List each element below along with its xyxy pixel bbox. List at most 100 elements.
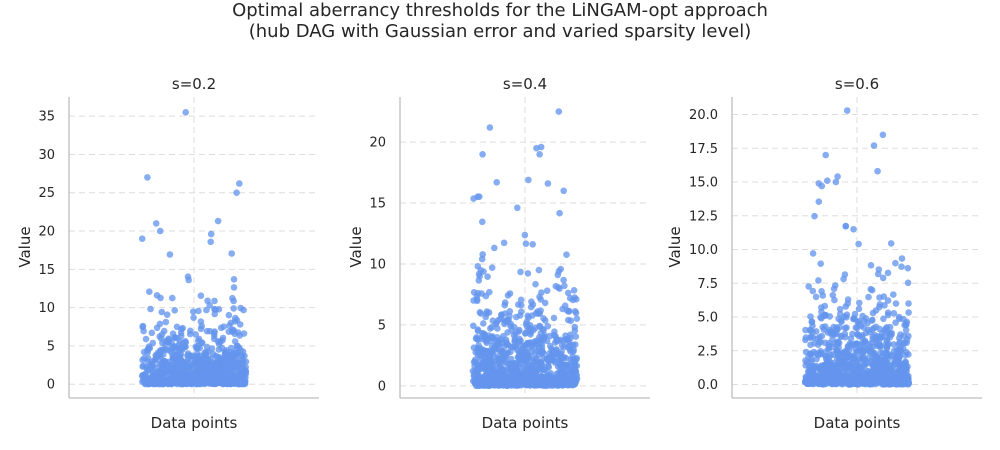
data-point [476, 348, 484, 355]
data-point [864, 379, 872, 386]
data-point [474, 289, 482, 297]
data-point [510, 331, 518, 339]
data-point [139, 356, 146, 364]
data-point [544, 372, 551, 380]
data-point [493, 179, 501, 186]
data-point [240, 330, 248, 337]
data-point [856, 333, 863, 340]
data-point [902, 358, 909, 366]
data-point [807, 313, 814, 320]
data-point [476, 309, 484, 316]
data-point [541, 299, 549, 307]
data-point [149, 339, 157, 347]
data-point [830, 285, 838, 293]
data-point [875, 266, 883, 273]
data-point [503, 377, 510, 385]
data-point [193, 376, 200, 384]
data-point [206, 302, 213, 309]
data-point [529, 241, 536, 248]
data-point [883, 343, 891, 351]
data-point [565, 307, 573, 315]
data-point [557, 379, 565, 387]
data-point [152, 220, 160, 227]
data-point [815, 277, 822, 284]
data-point [476, 372, 483, 380]
data-point [227, 370, 235, 378]
y-tick-label: 12.5 [689, 209, 718, 224]
data-point [896, 334, 903, 342]
data-point [486, 288, 493, 296]
data-point [232, 376, 240, 384]
data-point [821, 312, 829, 320]
data-point [833, 348, 840, 355]
y-tick-label: 5 [47, 339, 55, 354]
data-point [210, 329, 218, 337]
data-point [861, 356, 869, 364]
data-point [527, 327, 534, 335]
data-point [905, 381, 912, 388]
data-point [810, 365, 818, 373]
data-point [822, 348, 830, 355]
data-point [160, 357, 167, 365]
data-point [566, 381, 573, 389]
data-point [479, 151, 486, 158]
data-point [822, 151, 829, 159]
data-point [211, 310, 218, 318]
data-point [534, 381, 541, 389]
data-point [571, 323, 579, 331]
y-tick-label: 15 [369, 197, 386, 212]
data-point [181, 377, 188, 385]
data-point [884, 269, 892, 277]
data-point [538, 361, 545, 368]
data-point [495, 376, 503, 383]
data-point [880, 293, 888, 300]
data-point [476, 272, 484, 280]
data-point [822, 323, 829, 330]
data-point [533, 355, 540, 362]
data-point [538, 289, 545, 296]
data-point [888, 352, 895, 360]
data-point [841, 324, 849, 332]
y-axis-label: Value [347, 226, 365, 267]
y-tick-label: 20 [369, 136, 386, 151]
data-point [494, 353, 502, 360]
data-point [903, 339, 910, 347]
data-point [207, 230, 215, 238]
data-point [829, 291, 837, 299]
data-point [156, 227, 164, 235]
data-point [182, 109, 189, 116]
data-point [872, 307, 880, 314]
data-point [165, 378, 172, 386]
data-point [507, 348, 514, 356]
data-point [213, 359, 220, 366]
data-point [828, 331, 835, 338]
data-point [842, 222, 850, 230]
data-point [230, 284, 238, 291]
data-point [533, 340, 540, 348]
data-point [169, 294, 176, 302]
data-point [879, 274, 887, 282]
data-point [895, 374, 903, 381]
data-point [573, 371, 580, 379]
data-point [833, 365, 840, 372]
data-point [821, 302, 829, 310]
data-point [173, 368, 181, 375]
data-point [524, 270, 532, 277]
data-point [521, 231, 529, 239]
data-point [898, 255, 906, 262]
data-point [173, 352, 180, 359]
y-tick-label: 15 [38, 263, 55, 278]
data-point [519, 344, 527, 351]
data-point [148, 329, 156, 337]
data-point [176, 376, 183, 384]
data-point [570, 346, 577, 354]
data-point [142, 335, 150, 343]
y-axis-label: Value [666, 226, 684, 267]
data-point [190, 314, 197, 322]
data-point [546, 332, 554, 340]
data-point [228, 358, 235, 366]
data-point [214, 217, 222, 225]
data-point [890, 341, 898, 348]
data-point [827, 361, 834, 368]
data-point [478, 255, 486, 263]
